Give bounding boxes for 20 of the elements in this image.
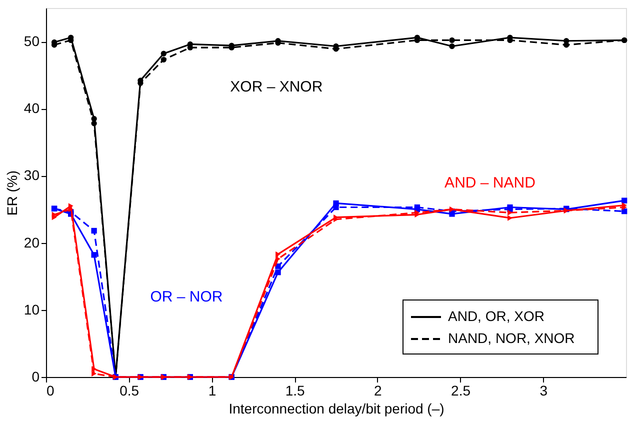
annotation: XOR – XNOR bbox=[230, 78, 323, 96]
y-axis-title: ER (%) bbox=[4, 170, 20, 216]
legend-label: NAND, NOR, XNOR bbox=[448, 330, 575, 346]
x-tick-label: 2.5 bbox=[451, 382, 471, 398]
legend-label: AND, OR, XOR bbox=[448, 308, 544, 324]
y-tick-label: 40 bbox=[24, 100, 40, 116]
annotation: OR – NOR bbox=[150, 288, 223, 306]
x-axis-title: Interconnection delay/bit period (–) bbox=[228, 400, 444, 416]
y-tick-label: 20 bbox=[24, 234, 40, 250]
annotation: AND – NAND bbox=[444, 174, 536, 192]
x-tick-label: 1.5 bbox=[285, 382, 306, 398]
x-tick-label: 1 bbox=[208, 382, 216, 398]
y-tick-label: 10 bbox=[24, 301, 40, 318]
x-tick-label: 0 bbox=[46, 382, 54, 398]
x-tick-label: 2 bbox=[374, 382, 382, 398]
y-tick-label: 30 bbox=[24, 167, 40, 184]
x-tick-label: 3 bbox=[540, 382, 548, 398]
x-tick-label: 0.5 bbox=[120, 382, 140, 398]
y-tick-label: 0 bbox=[32, 368, 40, 384]
y-tick-label: 50 bbox=[24, 33, 40, 50]
